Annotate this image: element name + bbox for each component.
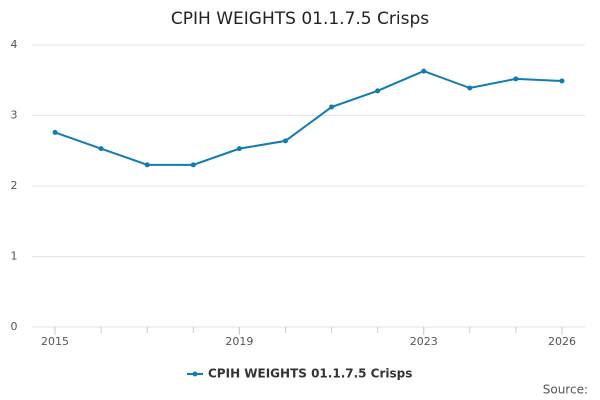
point [52, 129, 58, 135]
x-tick-label: 2023 [410, 335, 438, 348]
point [144, 162, 150, 168]
legend-label: CPIH WEIGHTS 01.1.7.5 Crisps [208, 367, 412, 381]
point [421, 68, 427, 74]
point [190, 162, 196, 168]
point [98, 146, 104, 152]
y-tick-label: 0 [11, 320, 18, 333]
chart-title: CPIH WEIGHTS 01.1.7.5 Crisps [171, 9, 429, 29]
source: Source: [543, 383, 588, 397]
y-tick-label: 3 [11, 109, 18, 122]
point [559, 78, 565, 84]
y-tick-label: 1 [11, 250, 18, 263]
point [375, 88, 381, 94]
series-line [54, 70, 563, 166]
point [236, 146, 242, 152]
point [467, 85, 473, 91]
x-tick-label: 2015 [41, 335, 69, 348]
y-tick-label: 2 [11, 179, 18, 192]
legend-marker [192, 371, 198, 377]
point [329, 104, 335, 110]
point [513, 76, 519, 82]
x-tick-label: 2026 [548, 335, 576, 348]
point [282, 138, 288, 144]
x-tick-label: 2019 [225, 335, 253, 348]
y-tick-label: 4 [11, 38, 18, 51]
